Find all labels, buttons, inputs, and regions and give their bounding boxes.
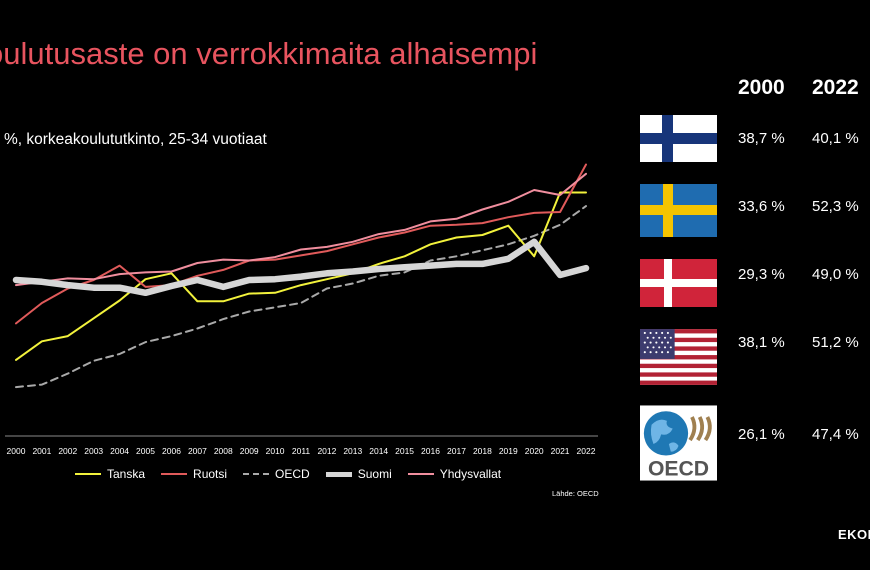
- usa-flag-icon: [640, 329, 717, 385]
- x-tick-label: 2008: [214, 446, 233, 456]
- legend-swatch-ruotsi: [161, 473, 188, 475]
- denmark-value-2022: 49,0 %: [812, 266, 859, 283]
- x-tick-label: 2022: [577, 446, 596, 456]
- legend-item-oecd: OECD: [243, 467, 310, 481]
- oecd-logo-icon: OECD: [640, 405, 717, 481]
- finland-value-2022: 40,1 %: [812, 130, 859, 147]
- denmark-value-2000: 29,3 %: [738, 266, 785, 283]
- series-line-oecd: [15, 205, 587, 389]
- x-tick-label: 2002: [58, 446, 77, 456]
- x-tick-label: 2009: [240, 446, 259, 456]
- table-header-2022: 2022: [812, 76, 859, 99]
- usa-value-2022: 51,2 %: [812, 334, 859, 351]
- x-tick-label: 2007: [188, 446, 207, 456]
- brand-logo: EKON: [838, 527, 870, 542]
- x-tick-label: 2021: [551, 446, 570, 456]
- x-tick-labels: 2000 2001 2002 2003 2004 2005 2006 2007 2008 2009…: [7, 446, 596, 456]
- x-tick-label: 2003: [84, 446, 103, 456]
- series-line-tanska: [15, 191, 587, 361]
- x-tick-label: 2004: [110, 446, 129, 456]
- denmark-flag-icon: [640, 259, 717, 307]
- x-tick-label: 2010: [266, 446, 285, 456]
- line-chart: 2000 2001 2002 2003 2004 2005 2006 2007 2008 2009…: [5, 163, 598, 456]
- legend-label-ruotsi: Ruotsi: [193, 467, 228, 481]
- legend: Tanska Ruotsi OECD Suomi Yhdysvallat: [75, 467, 517, 481]
- oecd-value-2022: 47,4 %: [812, 426, 859, 443]
- table-header-2000: 2000: [738, 76, 785, 99]
- legend-swatch-suomi: [325, 471, 352, 477]
- chart-title: oulutusaste on verrokkimaita alhaisempi: [0, 36, 538, 71]
- x-tick-label: 2005: [136, 446, 155, 456]
- series-line-ruotsi: [15, 163, 587, 325]
- legend-label-yhdysvallat: Yhdysvallat: [439, 467, 502, 481]
- x-tick-label: 2013: [343, 446, 362, 456]
- x-tick-label: 2000: [7, 446, 26, 456]
- source-note: Lähde: OECD: [552, 489, 599, 498]
- legend-label-oecd: OECD: [275, 467, 310, 481]
- legend-swatch-tanska: [75, 473, 101, 475]
- legend-item-suomi: Suomi: [325, 467, 392, 481]
- x-tick-label: 2014: [369, 446, 388, 456]
- series-line-yhdysvallat: [15, 172, 587, 287]
- sweden-value-2022: 52,3 %: [812, 198, 859, 215]
- legend-label-tanska: Tanska: [107, 467, 146, 481]
- x-tick-label: 2015: [395, 446, 414, 456]
- x-tick-label: 2019: [499, 446, 518, 456]
- usa-value-2000: 38,1 %: [738, 334, 785, 351]
- legend-label-suomi: Suomi: [357, 467, 392, 481]
- oecd-value-2000: 26,1 %: [738, 426, 785, 443]
- legend-swatch-yhdysvallat: [407, 473, 434, 475]
- legend-item-tanska: Tanska: [75, 467, 145, 481]
- x-tick-label: 2001: [32, 446, 51, 456]
- series-line-suomi: [12, 238, 590, 297]
- x-tick-label: 2018: [473, 446, 492, 456]
- finland-value-2000: 38,7 %: [738, 130, 785, 147]
- x-tick-label: 2012: [317, 446, 336, 456]
- legend-swatch-oecd: [243, 473, 270, 475]
- chart-subtitle: %, korkeakoulututkinto, 25-34 vuotiaat: [4, 131, 267, 148]
- finland-flag-icon: [640, 115, 717, 162]
- x-tick-label: 2011: [292, 446, 311, 456]
- oecd-logo-text: OECD: [648, 458, 709, 481]
- sweden-flag-icon: [640, 184, 717, 237]
- series-layer: [12, 163, 590, 389]
- x-tick-label: 2006: [162, 446, 181, 456]
- x-tick-label: 2016: [421, 446, 440, 456]
- legend-item-yhdysvallat: Yhdysvallat: [407, 467, 502, 481]
- x-tick-label: 2020: [525, 446, 544, 456]
- x-tick-label: 2017: [447, 446, 466, 456]
- legend-item-ruotsi: Ruotsi: [161, 467, 227, 481]
- sweden-value-2000: 33,6 %: [738, 198, 785, 215]
